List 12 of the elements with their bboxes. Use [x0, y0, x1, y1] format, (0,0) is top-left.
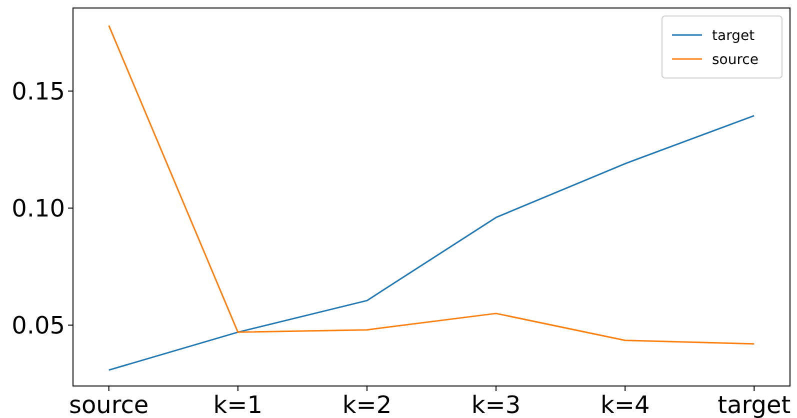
- x-tick-label: k=1: [213, 391, 263, 418]
- legend-label: source: [712, 52, 758, 68]
- y-tick-label: 0.10: [12, 194, 65, 223]
- x-tick-label: source: [69, 391, 149, 418]
- legend-label: target: [712, 28, 756, 44]
- line-series: [108, 114, 755, 371]
- x-tick-label: k=4: [600, 391, 650, 418]
- x-tick-label: target: [718, 391, 791, 418]
- y-tick-label: 0.15: [12, 77, 65, 106]
- x-tick-label: k=2: [342, 391, 392, 418]
- x-tick-label: k=3: [471, 391, 521, 418]
- y-tick-label: 0.05: [12, 312, 65, 340]
